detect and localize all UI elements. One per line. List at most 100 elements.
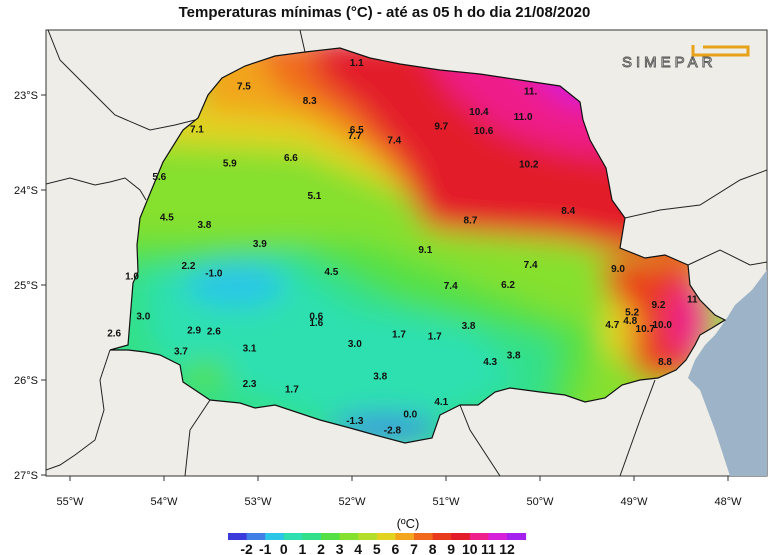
colorbar-swatch — [451, 533, 471, 540]
station-value: 10.0 — [652, 320, 672, 331]
longitude-axis: 55°W 54°W 53°W 52°W 51°W 50°W 49°W 48°W — [56, 476, 742, 508]
colorbar-swatch — [507, 533, 527, 540]
station-value: 7.4 — [387, 136, 401, 147]
station-value: 3.1 — [243, 344, 257, 355]
station-value: 3.8 — [197, 220, 211, 231]
map-title: Temperaturas mínimas (°C) - até as 05 h … — [178, 4, 591, 21]
station-value: 6.2 — [501, 280, 515, 291]
station-value: 7.7 — [348, 131, 362, 142]
station-value: 9.2 — [651, 300, 665, 311]
colorbar-swatch — [302, 533, 322, 540]
station-value: 1.1 — [350, 58, 364, 69]
latitude-axis: 23°S 24°S 25°S 26°S 27°S — [14, 90, 46, 482]
unit-label: (ºC) — [397, 516, 420, 531]
colorbar-swatch — [246, 533, 266, 540]
colorbar: -2 -1 0 1 2 3 4 5 6 7 8 9 10 11 12 — [228, 533, 527, 555]
colorbar-swatch — [321, 533, 341, 540]
colorbar-swatch — [265, 533, 285, 540]
station-value: 3.0 — [136, 311, 150, 322]
station-value: 3.9 — [253, 239, 267, 250]
colorbar-tick-label: -2 — [240, 541, 253, 555]
station-value: 5.6 — [152, 172, 166, 183]
svg-text:SIMEPAR: SIMEPAR — [622, 54, 716, 71]
colorbar-tick-label: 3 — [336, 541, 344, 555]
station-value: -1.0 — [205, 269, 223, 280]
station-value: 11 — [687, 294, 698, 305]
station-value: 1.7 — [428, 331, 442, 342]
station-value: 3.7 — [174, 347, 188, 358]
station-value: 4.8 — [623, 316, 637, 327]
station-value: 2.3 — [243, 379, 257, 390]
colorbar-swatch — [228, 533, 248, 540]
station-value: 8.7 — [463, 215, 477, 226]
colorbar-swatch — [488, 533, 508, 540]
station-value: 3.8 — [373, 371, 387, 382]
colorbar-tick-label: 11 — [481, 541, 496, 555]
lon-tick-label: 50°W — [526, 496, 554, 508]
station-value: 11.0 — [514, 112, 533, 123]
station-value: 1.0 — [125, 272, 139, 283]
station-value: 4.7 — [605, 320, 619, 331]
colorbar-swatch — [376, 533, 396, 540]
station-value: 1.7 — [285, 385, 299, 396]
colorbar-swatch — [358, 533, 378, 540]
lon-tick-label: 53°W — [244, 496, 272, 508]
lat-tick-label: 23°S — [14, 90, 38, 102]
colorbar-tick-label: 0 — [280, 541, 288, 555]
colorbar-tick-label: 5 — [373, 541, 381, 555]
lon-tick-label: 51°W — [432, 496, 460, 508]
colorbar-tick-label: -1 — [259, 541, 272, 555]
country-borders — [46, 30, 767, 476]
lon-tick-label: 49°W — [620, 496, 648, 508]
lat-tick-label: 27°S — [14, 470, 38, 482]
station-value: 10.2 — [519, 159, 539, 170]
station-value: 4.3 — [483, 357, 497, 368]
station-value: 3.0 — [348, 339, 362, 350]
station-value: 4.5 — [160, 213, 174, 224]
station-value: 8.8 — [658, 357, 672, 368]
station-value: 4.1 — [434, 397, 448, 408]
station-value: 10.4 — [469, 107, 489, 118]
station-value: 9.0 — [611, 264, 625, 275]
colorbar-swatch — [395, 533, 415, 540]
colorbar-tick-label: 8 — [429, 541, 437, 555]
station-value: -1.3 — [346, 416, 364, 427]
station-value: 2.2 — [181, 261, 195, 272]
colorbar-tick-label: 6 — [392, 541, 400, 555]
station-value: 7.4 — [524, 260, 538, 271]
lat-tick-label: 25°S — [14, 280, 38, 292]
station-value: 4.5 — [324, 267, 338, 278]
station-value: 9.1 — [418, 245, 432, 256]
station-value: 10.7 — [636, 324, 656, 335]
station-value: 3.8 — [462, 321, 476, 332]
simepar-logo: SIMEPAR — [622, 45, 750, 71]
lon-tick-label: 54°W — [150, 496, 178, 508]
colorbar-tick-label: 12 — [499, 541, 515, 555]
colorbar-tick-label: 1 — [299, 541, 307, 555]
station-value: 6.6 — [284, 153, 298, 164]
station-value: 7.4 — [444, 281, 458, 292]
lon-tick-label: 55°W — [56, 496, 84, 508]
station-value: 5.1 — [307, 191, 321, 202]
station-value: 3.8 — [507, 350, 521, 361]
colorbar-tick-label: 9 — [447, 541, 455, 555]
state-border — [109, 47, 727, 444]
colorbar-swatch — [339, 533, 359, 540]
colorbar-swatch — [432, 533, 452, 540]
station-value: 2.6 — [107, 329, 121, 340]
station-value: 10.6 — [474, 126, 494, 137]
station-value: 9.7 — [434, 121, 448, 132]
station-value: 6.5 — [350, 125, 364, 136]
lat-tick-label: 24°S — [14, 185, 38, 197]
lon-tick-label: 52°W — [338, 496, 366, 508]
colorbar-tick-label: 4 — [354, 541, 362, 555]
colorbar-swatch — [414, 533, 434, 540]
colorbar-swatch — [283, 533, 303, 540]
station-value: 2.9 — [187, 326, 201, 337]
colorbar-tick-label: 10 — [462, 541, 478, 555]
station-value: 2.6 — [207, 327, 221, 338]
lat-tick-label: 26°S — [14, 375, 38, 387]
station-value: 8.3 — [303, 96, 317, 107]
colorbar-tick-label: 7 — [410, 541, 418, 555]
